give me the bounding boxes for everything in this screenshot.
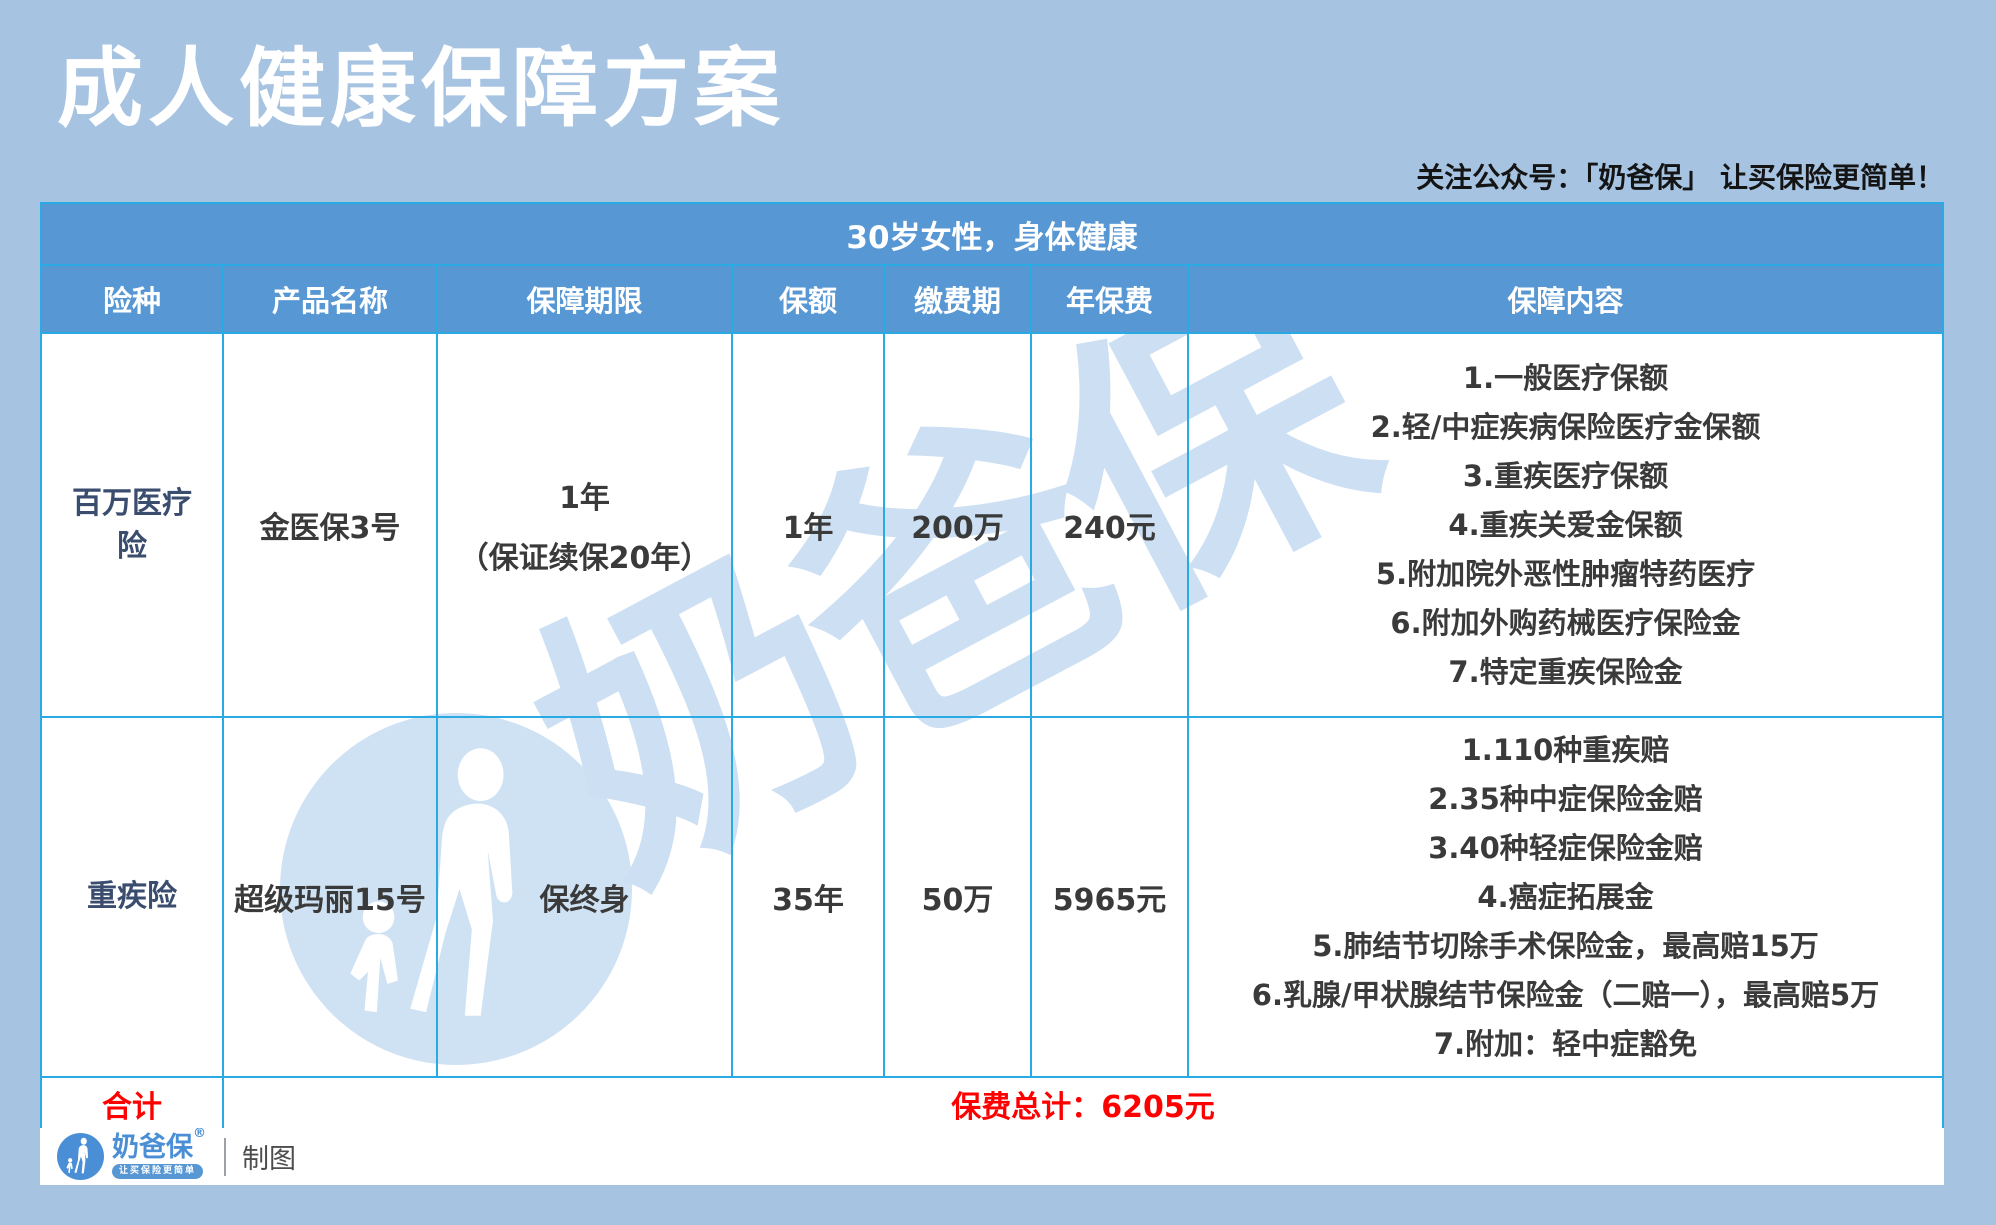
row1-term-line1: 1年	[559, 481, 610, 516]
benefit-item: 1.一般医疗保额	[1462, 360, 1669, 395]
row2-product: 超级玛丽15号	[224, 718, 438, 1078]
plan-table-grid: 30岁女性，身体健康 险种 产品名称 保障期限 保额 缴费期 年保费 保障内容 …	[40, 202, 1944, 1128]
benefit-item: 5.附加院外恶性肿瘤特药医疗	[1375, 556, 1756, 591]
benefit-item: 3.重疾医疗保额	[1462, 458, 1669, 493]
row1-benefits: 1.一般医疗保额 2.轻/中症疾病保险医疗金保额 3.重疾医疗保额 4.重疾关爱…	[1189, 334, 1942, 718]
registered-mark: ®	[193, 1126, 206, 1142]
benefit-item: 7.特定重疾保险金	[1448, 654, 1683, 689]
benefit-item: 4.癌症拓展金	[1477, 879, 1654, 914]
total-premium: 保费总计：6205元	[224, 1078, 1942, 1128]
row1-payment-period: 200万	[885, 334, 1032, 718]
divider	[224, 1137, 226, 1176]
row2-term: 保终身	[438, 718, 733, 1078]
col-header-insurance-type: 险种	[42, 266, 224, 334]
col-header-payment-period: 缴费期	[885, 266, 1032, 334]
subscribe-note: 关注公众号：「奶爸保」 让买保险更简单！	[1416, 161, 1944, 194]
col-header-product: 产品名称	[224, 266, 438, 334]
row1-term: 1年 （保证续保20年）	[438, 334, 733, 718]
brand-name: 奶爸保	[112, 1132, 193, 1164]
brand-logo-icon	[57, 1133, 104, 1180]
brand-tagline-badge: 让买保险更简单	[112, 1164, 204, 1179]
benefit-item: 3.40种轻症保险金赔	[1428, 830, 1703, 865]
col-header-benefits: 保障内容	[1189, 266, 1942, 334]
benefit-item: 7.附加：轻中症豁免	[1433, 1026, 1698, 1061]
page-title: 成人健康保障方案	[57, 39, 785, 139]
benefit-item: 2.轻/中症疾病保险医疗金保额	[1370, 409, 1761, 444]
col-header-term: 保障期限	[438, 266, 733, 334]
credit-label: 制图	[242, 1144, 296, 1175]
benefit-item: 4.重疾关爱金保额	[1448, 507, 1683, 542]
total-label: 合计	[42, 1078, 224, 1128]
row2-benefits: 1.110种重疾赔 2.35种中症保险金赔 3.40种轻症保险金赔 4.癌症拓展…	[1189, 718, 1942, 1078]
benefit-item: 5.肺结节切除手术保险金，最高赔15万	[1312, 928, 1819, 963]
benefit-item: 6.附加外购药械医疗保险金	[1390, 605, 1741, 640]
benefit-item: 1.110种重疾赔	[1461, 732, 1670, 767]
brand-logo: 奶爸保® 让买保险更简单	[57, 1126, 206, 1180]
credit-bar: 奶爸保® 让买保险更简单 制图	[40, 1126, 1944, 1185]
table-caption: 30岁女性，身体健康	[42, 204, 1942, 266]
row2-annual-premium: 5965元	[1032, 718, 1189, 1078]
row1-product: 金医保3号	[224, 334, 438, 718]
col-header-annual-premium: 年保费	[1032, 266, 1189, 334]
benefit-item: 6.乳腺/甲状腺结节保险金（二赔一），最高赔5万	[1251, 977, 1880, 1012]
row2-coverage: 35年	[733, 718, 885, 1078]
plan-table: 奶爸保® 30岁女性，身体健康 险种 产品名称 保障期限 保额 缴费期 年保费 …	[40, 202, 1944, 1128]
row1-insurance-type: 百万医疗险	[42, 334, 224, 718]
brand-logo-text: 奶爸保® 让买保险更简单	[112, 1126, 206, 1179]
row1-coverage: 1年	[733, 334, 885, 718]
row2-payment-period: 50万	[885, 718, 1032, 1078]
row2-term-line1: 保终身	[539, 883, 630, 918]
row2-insurance-type: 重疾险	[42, 718, 224, 1078]
benefit-item: 2.35种中症保险金赔	[1428, 781, 1703, 816]
col-header-coverage: 保额	[733, 266, 885, 334]
row1-term-line2: （保证续保20年）	[458, 541, 711, 576]
row1-annual-premium: 240元	[1032, 334, 1189, 718]
